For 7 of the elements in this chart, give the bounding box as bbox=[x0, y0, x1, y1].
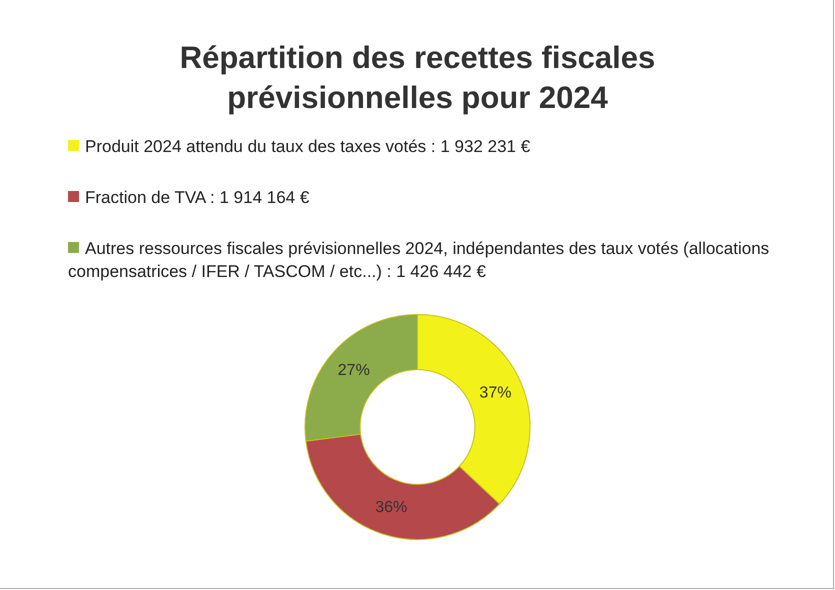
data-label: 36% bbox=[375, 499, 408, 516]
legend-label: Produit 2024 attendu du taux des taxes votés : 1 932 231 € bbox=[84, 136, 532, 158]
data-label: 37% bbox=[479, 384, 512, 402]
data-label: 27% bbox=[338, 362, 370, 380]
chart-title: Répartition des recettes fiscales prévisionnelles pour 2024 bbox=[178, 39, 656, 117]
legend-label: Autres ressources fiscales prévisionnelles 2024, indépendantes des taux votés (allocations compensatrices / IFER / TASCOM / etc...) : 1 426 442 € bbox=[68, 238, 770, 283]
legend-label: Fraction de TVA : 1 914 164 € bbox=[84, 187, 310, 209]
